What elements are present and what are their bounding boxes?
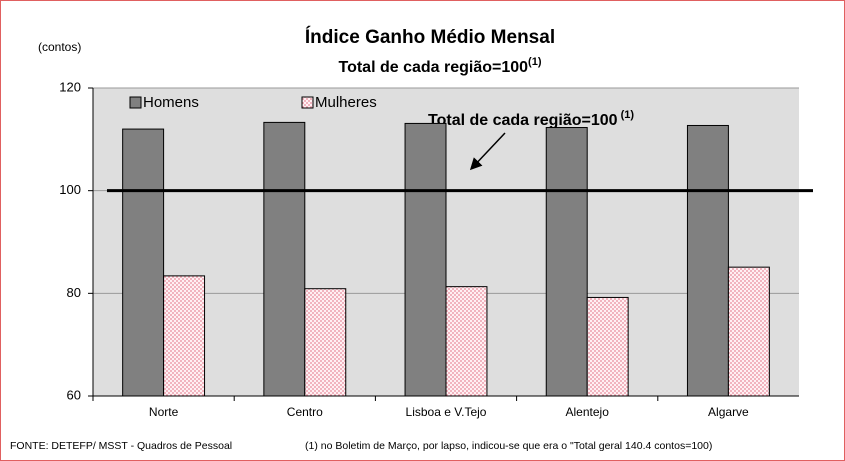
- y-tick-label: 60: [67, 387, 81, 402]
- bar: [404, 122, 447, 397]
- subtitle-text: Total de cada região=100: [338, 59, 528, 76]
- x-tick-label: Alentejo: [566, 405, 610, 419]
- y-tick-label: 80: [67, 285, 81, 300]
- bar: [163, 275, 206, 397]
- y-tick-label: 100: [59, 182, 81, 197]
- bar: [445, 286, 488, 397]
- bar: [263, 121, 306, 397]
- bar: [686, 124, 729, 397]
- annotation-text: Total de cada região=100: [428, 112, 618, 129]
- x-tick-label: Norte: [149, 405, 179, 419]
- y-axis-label: (contos): [38, 40, 81, 54]
- bar: [727, 266, 770, 397]
- x-tick-label: Algarve: [708, 405, 749, 419]
- bar: [122, 128, 165, 397]
- annotation-arrow: [469, 132, 506, 171]
- bar: [304, 288, 347, 397]
- footer-note: (1) no Boletim de Março, por lapso, indi…: [305, 440, 712, 452]
- bar: [586, 296, 629, 397]
- x-tick-label: Centro: [287, 405, 323, 419]
- chart-title: Índice Ganho Médio Mensal: [305, 26, 555, 48]
- bar: [545, 127, 588, 397]
- chart-subtitle: Total de cada região=100(1): [338, 56, 541, 76]
- y-tick-label: 120: [59, 79, 81, 94]
- annotation-note: (1): [618, 109, 635, 121]
- legend-swatch: [301, 96, 314, 109]
- legend-swatch: [129, 96, 142, 109]
- footer-source: FONTE: DETEFP/ MSST - Quadros de Pessoal: [10, 440, 232, 452]
- legend-label: Homens: [143, 94, 199, 111]
- subtitle-note: (1): [528, 56, 542, 68]
- x-tick-label: Lisboa e V.Tejo: [406, 405, 487, 419]
- annotation: Total de cada região=100 (1): [428, 109, 634, 129]
- legend-label: Mulheres: [315, 94, 377, 111]
